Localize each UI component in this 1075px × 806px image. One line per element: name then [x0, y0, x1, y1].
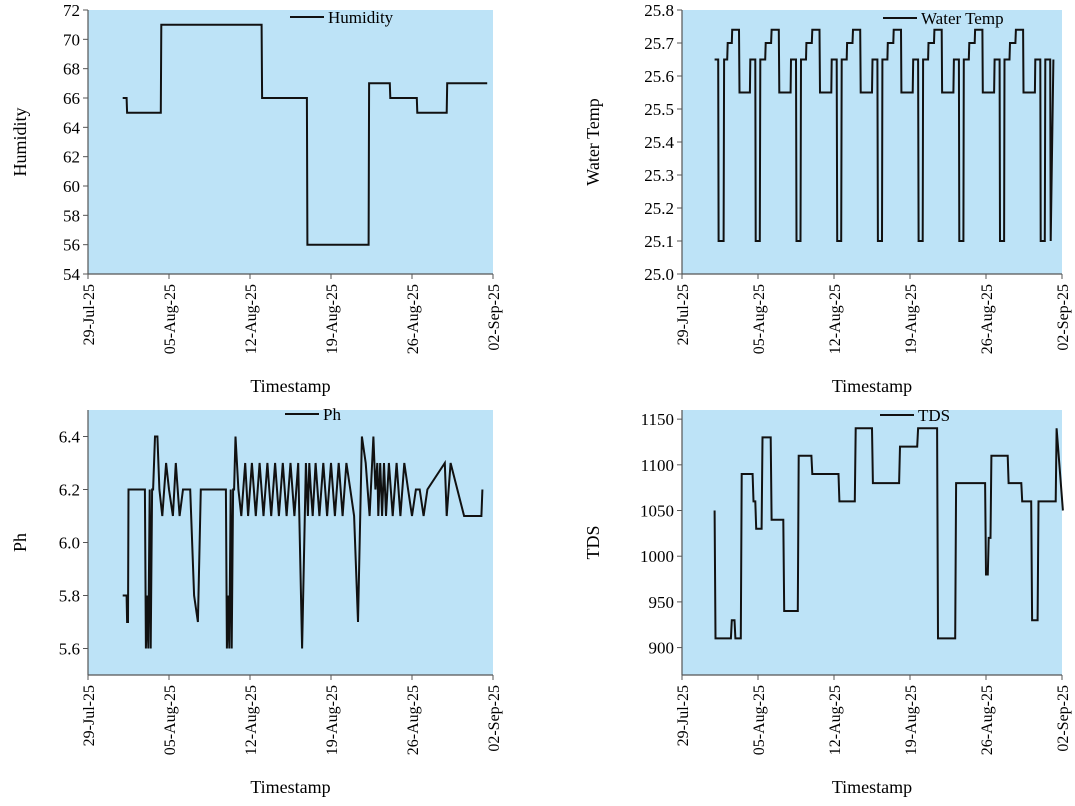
y-tick-label: 72 [63, 1, 80, 20]
series-line-tds [713, 427, 1064, 640]
series-line-humidity [122, 23, 488, 246]
y-tick-label: 900 [649, 639, 675, 658]
x-tick-label: 26-Aug-25 [979, 284, 996, 354]
y-axis-label: TDS [583, 525, 603, 559]
y-tick-label: 1150 [641, 410, 674, 429]
x-tick-label: 29-Jul-25 [675, 284, 692, 345]
y-tick-label: 6.4 [59, 428, 81, 447]
y-tick-label: 58 [63, 206, 80, 225]
y-tick-label: 25.1 [644, 232, 674, 251]
y-tick-label: 6.0 [59, 534, 80, 553]
y-tick-label: 25.4 [644, 133, 674, 152]
y-tick-label: 64 [63, 118, 81, 137]
x-tick-label: 29-Jul-25 [81, 685, 98, 746]
x-tick-label: 12-Aug-25 [827, 685, 844, 755]
plot-area [88, 410, 493, 675]
x-tick-label: 12-Aug-25 [243, 284, 260, 354]
x-axis-label: Timestamp [832, 777, 912, 797]
x-tick-label: 26-Aug-25 [405, 685, 422, 755]
x-tick-label: 05-Aug-25 [162, 685, 179, 755]
x-tick-label: 05-Aug-25 [162, 284, 179, 354]
y-tick-label: 54 [63, 265, 81, 284]
y-tick-label: 66 [63, 89, 80, 108]
y-tick-label: 56 [63, 236, 80, 255]
y-axis-label: Water Temp [583, 98, 603, 185]
x-tick-label: 02-Sep-25 [1055, 284, 1072, 351]
x-tick-label: 12-Aug-25 [243, 685, 260, 755]
x-tick-label: 02-Sep-25 [486, 685, 503, 752]
plot-area [88, 10, 493, 274]
y-tick-label: 25.7 [644, 34, 674, 53]
y-tick-label: 60 [63, 177, 80, 196]
y-axis-label: Humidity [10, 107, 30, 176]
y-tick-label: 25.2 [644, 199, 674, 218]
x-tick-label: 19-Aug-25 [903, 685, 920, 755]
x-tick-label: 19-Aug-25 [324, 685, 341, 755]
series-line-ph [122, 435, 484, 649]
y-tick-label: 950 [649, 593, 675, 612]
chart-panel-1: 54 56 58 60 62 64 66 68 70 72 29-Jul-25 05-Aug-25 12… [10, 1, 503, 396]
y-tick-label: 25.0 [644, 265, 674, 284]
y-tick-label: 25.5 [644, 100, 674, 119]
plot-area [682, 10, 1062, 274]
y-tick-label: 68 [63, 60, 80, 79]
x-tick-label: 02-Sep-25 [486, 284, 503, 351]
y-tick-label: 1000 [640, 547, 674, 566]
y-tick-label: 70 [63, 30, 80, 49]
series-line-water-temp [714, 28, 1055, 242]
legend-label: Ph [323, 405, 341, 424]
y-tick-label: 6.2 [59, 481, 80, 500]
x-tick-label: 26-Aug-25 [405, 284, 422, 354]
x-tick-label: 19-Aug-25 [324, 284, 341, 354]
x-axis-label: Timestamp [250, 376, 330, 396]
y-tick-label: 62 [63, 148, 80, 167]
chart-panel-4: 900 950 1000 1050 1100 1150 29-Jul-25 05-Aug-25… [583, 406, 1072, 797]
legend-label: Water Temp [921, 9, 1004, 28]
legend-label: TDS [918, 406, 950, 425]
x-tick-label: 26-Aug-25 [979, 685, 996, 755]
x-tick-label: 05-Aug-25 [751, 284, 768, 354]
y-tick-label: 1100 [641, 456, 674, 475]
x-tick-label: 05-Aug-25 [751, 685, 768, 755]
chart-panel-3: 5.6 5.8 6.0 6.2 6.4 29-Jul-25 05-Aug-25 12-Aug-… [10, 405, 503, 797]
y-tick-label: 25.6 [644, 67, 674, 86]
y-tick-label: 5.6 [59, 640, 80, 659]
y-axis-label: Ph [10, 533, 30, 552]
x-tick-label: 19-Aug-25 [903, 284, 920, 354]
y-tick-label: 1050 [640, 502, 674, 521]
legend-label: Humidity [328, 8, 394, 27]
y-tick-label: 5.8 [59, 587, 80, 606]
x-axis-label: Timestamp [832, 376, 912, 396]
y-tick-label: 25.8 [644, 1, 674, 20]
x-tick-label: 02-Sep-25 [1055, 685, 1072, 752]
x-tick-label: 12-Aug-25 [827, 284, 844, 354]
x-axis-label: Timestamp [250, 777, 330, 797]
y-tick-label: 25.3 [644, 166, 674, 185]
chart-panel-2: 25.0 25.1 25.2 25.3 25.4 25.5 25.6 25.7 25.8 29-J… [583, 1, 1072, 396]
x-tick-label: 29-Jul-25 [81, 284, 98, 345]
x-tick-label: 29-Jul-25 [675, 685, 692, 746]
